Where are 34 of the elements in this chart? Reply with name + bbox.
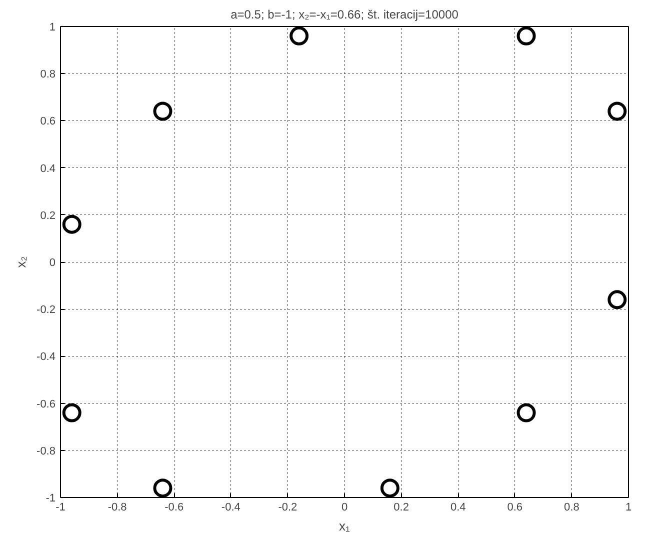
x-tick-label: 0.6 — [507, 502, 523, 514]
point — [62, 403, 82, 422]
x-tick-label: -0.4 — [221, 502, 240, 514]
point — [516, 26, 536, 46]
y-tick-label: 1 — [49, 22, 56, 34]
y-axis-title: x₂ — [14, 256, 29, 268]
y-tick-label: 0.2 — [40, 210, 56, 222]
point — [380, 478, 400, 498]
y-tick-label: -1 — [46, 492, 56, 504]
point — [153, 478, 172, 498]
x-tick-label: -0.6 — [164, 502, 184, 514]
x-tick-label: -0.8 — [108, 502, 127, 514]
y-tick-label: 0 — [49, 257, 56, 269]
y-tick-label: -0.8 — [36, 445, 56, 458]
point — [62, 214, 82, 234]
y-tick-label: 0.6 — [40, 116, 56, 128]
y-tick-label: 0.4 — [40, 162, 56, 175]
y-tick-label: 0.8 — [40, 68, 56, 81]
x-tick-label: 0.8 — [564, 502, 580, 514]
x-axis-title: x₁ — [339, 518, 351, 534]
x-tick-label: 1 — [625, 502, 632, 514]
point — [608, 290, 627, 310]
chart-title: a=0.5; b=-1; x₂=-x₁=0.66; št. iteracij=10000 — [230, 8, 459, 22]
point — [290, 26, 309, 46]
x-tick-label: -0.2 — [278, 502, 298, 514]
x-tick-label: 0.4 — [450, 502, 466, 514]
point — [516, 403, 536, 422]
point — [153, 102, 172, 121]
y-tick-label: -0.6 — [36, 398, 56, 410]
point — [608, 102, 627, 121]
y-tick-label: -0.4 — [36, 351, 56, 364]
x-tick-label: 0.2 — [394, 502, 409, 514]
x-tick-label: 0 — [341, 502, 348, 514]
y-tick-label: -0.2 — [36, 304, 56, 316]
